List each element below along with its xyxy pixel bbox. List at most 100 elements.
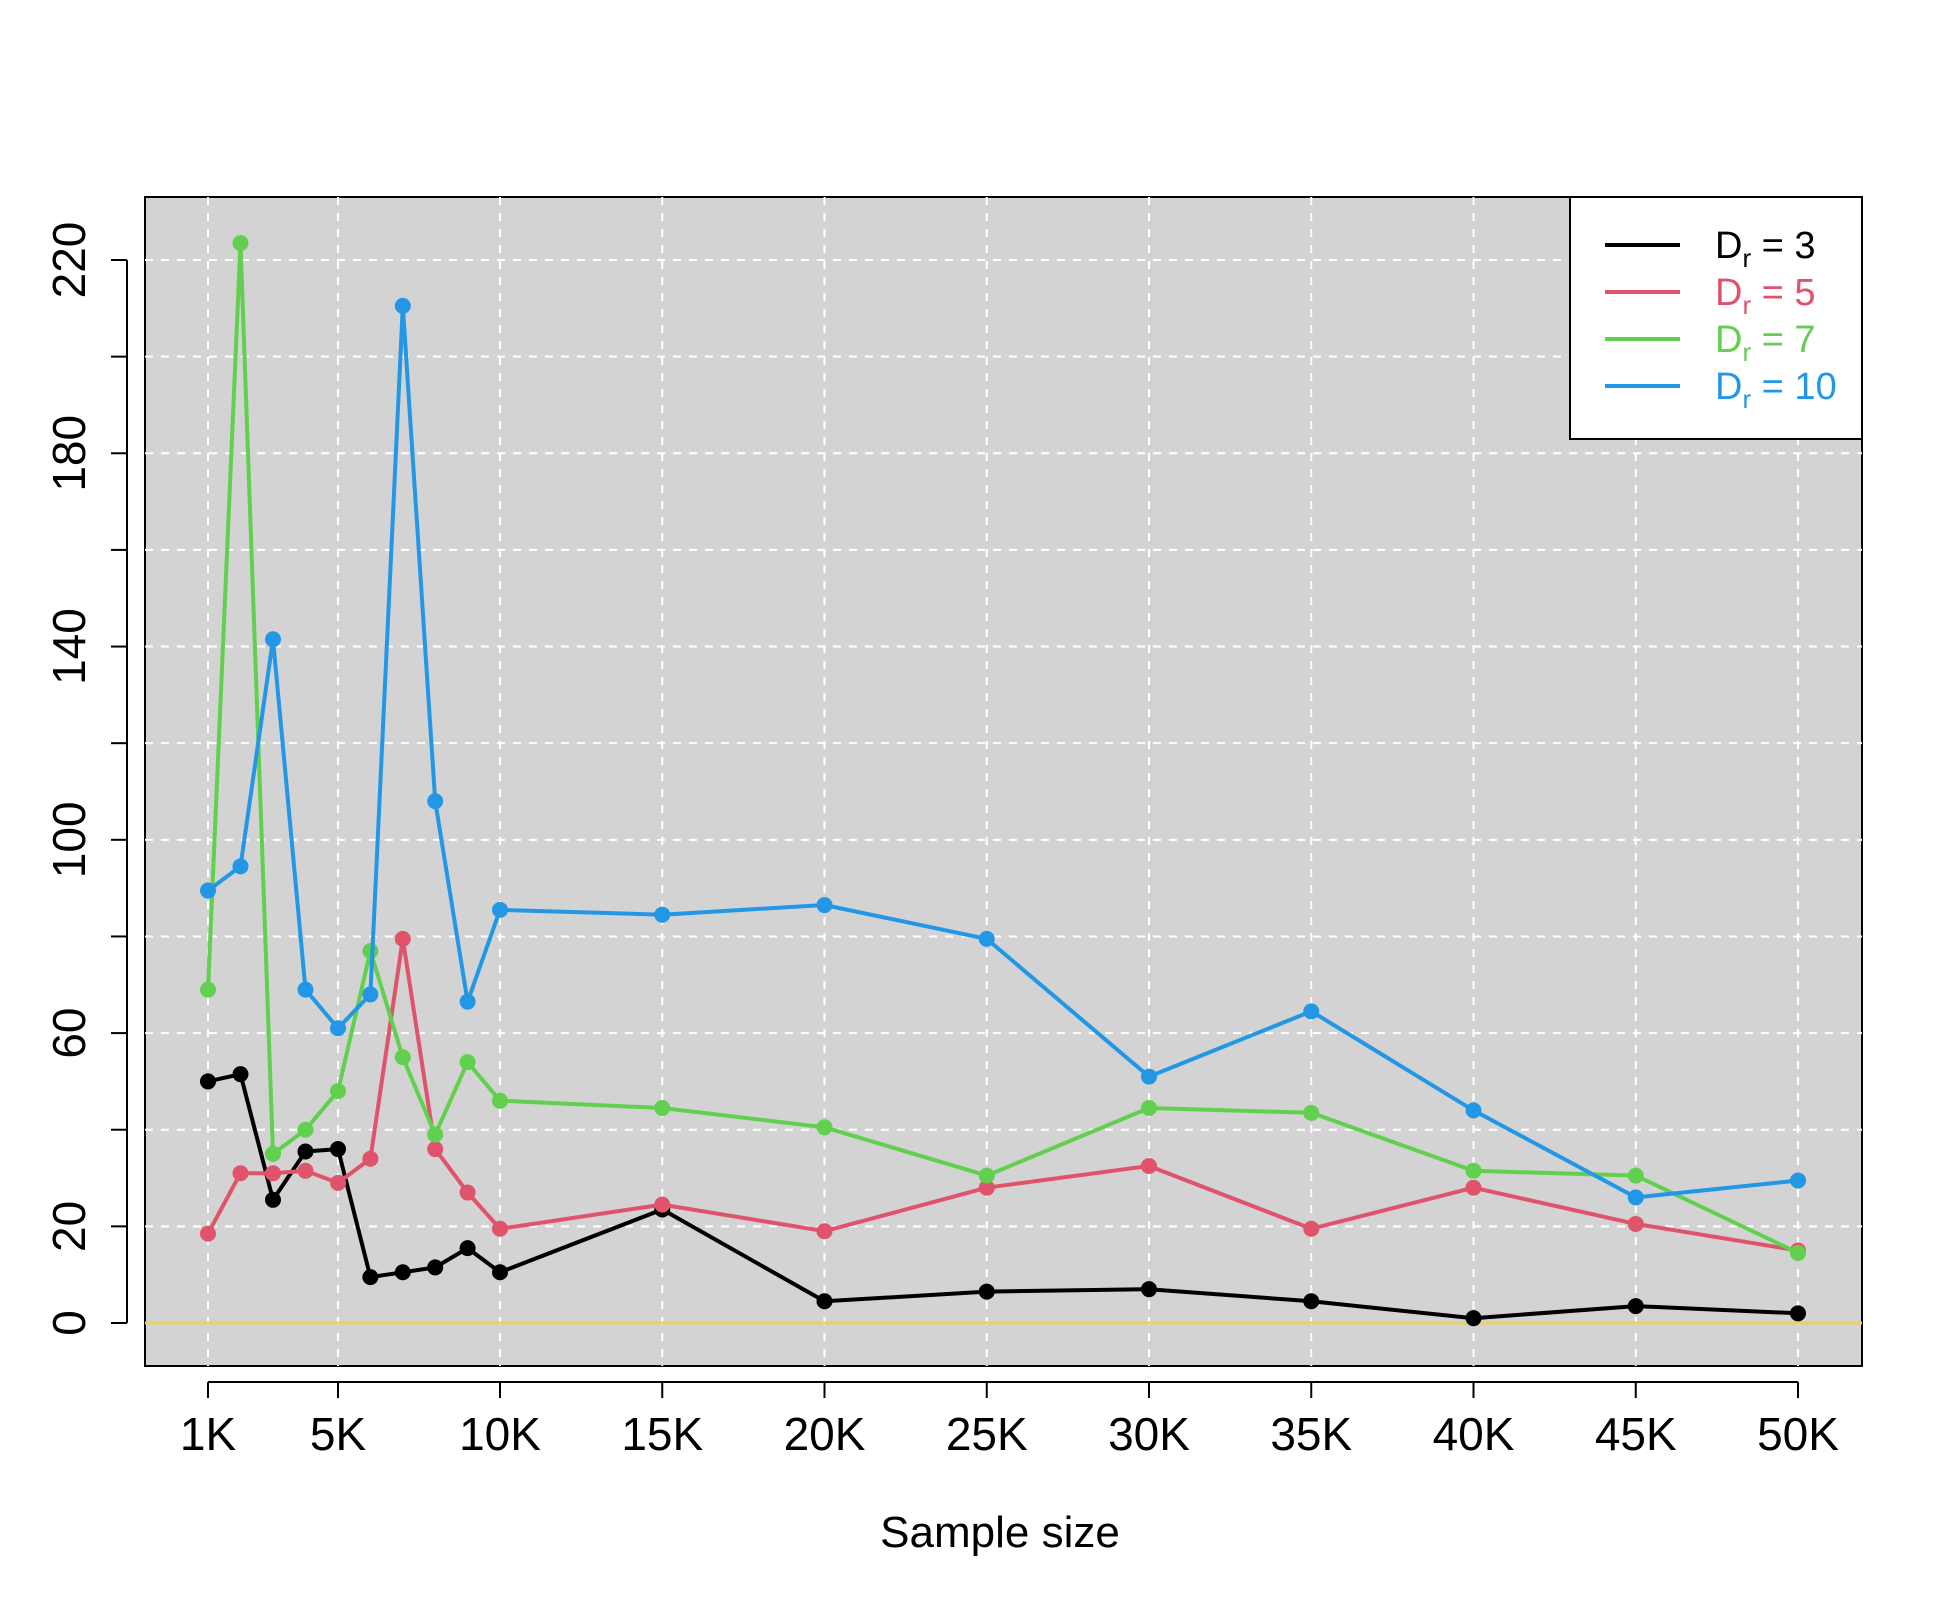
- data-point: [1141, 1157, 1157, 1174]
- data-point: [978, 930, 995, 947]
- data-point: [1303, 1220, 1320, 1237]
- data-point: [265, 1145, 281, 1162]
- data-point: [816, 1223, 833, 1240]
- data-point: [394, 1049, 411, 1066]
- data-point: [362, 1269, 379, 1286]
- data-point: [265, 1165, 281, 1182]
- data-point: [1141, 1281, 1157, 1298]
- legend-label: Dr = 10: [1715, 366, 1837, 414]
- legend-label: Dr = 7: [1715, 319, 1816, 367]
- data-point: [232, 235, 249, 252]
- data-point: [1627, 1298, 1644, 1315]
- y-tick-label: 140: [43, 608, 95, 685]
- data-point: [200, 1225, 216, 1242]
- data-point: [330, 1020, 346, 1037]
- data-point: [1303, 1104, 1320, 1121]
- data-point: [816, 1293, 833, 1310]
- legend-label: Dr = 3: [1715, 225, 1816, 273]
- data-point: [297, 1162, 314, 1179]
- x-tick-label: 30K: [1108, 1408, 1190, 1460]
- data-point: [265, 631, 281, 648]
- x-tick-label: 10K: [459, 1408, 541, 1460]
- y-tick-label: 100: [43, 801, 95, 878]
- x-tick-label: 15K: [621, 1408, 703, 1460]
- data-point: [394, 930, 411, 947]
- data-point: [1141, 1068, 1157, 1085]
- data-point: [394, 1264, 411, 1281]
- y-tick-label: 220: [43, 222, 95, 299]
- legend-box: [1569, 196, 1863, 440]
- data-point: [1790, 1305, 1806, 1322]
- x-tick-label: 5K: [310, 1408, 367, 1460]
- x-tick-label: 20K: [784, 1408, 866, 1460]
- data-point: [492, 901, 508, 918]
- data-point: [978, 1167, 995, 1184]
- data-point: [1465, 1179, 1482, 1196]
- data-point: [459, 993, 476, 1010]
- data-point: [1627, 1189, 1644, 1206]
- data-point: [654, 1099, 671, 1116]
- data-point: [200, 882, 216, 899]
- data-point: [1627, 1215, 1644, 1232]
- data-point: [654, 906, 671, 923]
- data-point: [427, 793, 444, 810]
- x-tick-label: 45K: [1595, 1408, 1677, 1460]
- data-point: [492, 1220, 508, 1237]
- data-point: [394, 297, 411, 314]
- y-tick-label: 20: [43, 1201, 95, 1252]
- series-line: [206, 303, 1799, 1200]
- data-point: [427, 1141, 444, 1158]
- data-point: [1790, 1172, 1806, 1189]
- data-point: [816, 897, 833, 914]
- series-4: [200, 297, 1806, 1206]
- data-point: [330, 1141, 346, 1158]
- data-point: [978, 1179, 995, 1196]
- x-axis-title: Sample size: [880, 1508, 1120, 1557]
- data-point: [297, 1143, 314, 1160]
- data-point: [427, 1126, 444, 1143]
- data-point: [1465, 1102, 1482, 1119]
- data-point: [330, 1174, 346, 1191]
- data-point: [1627, 1167, 1644, 1184]
- x-tick-label: 40K: [1433, 1408, 1515, 1460]
- y-tick-label: 60: [43, 1008, 95, 1059]
- data-point: [1465, 1310, 1482, 1327]
- data-point: [1303, 1003, 1320, 1020]
- series-line: [207, 1072, 1799, 1321]
- data-point: [459, 1054, 476, 1071]
- data-point: [362, 986, 379, 1003]
- series-3: [200, 235, 1806, 1261]
- data-point: [427, 1259, 444, 1276]
- data-point: [1141, 1099, 1157, 1116]
- data-point: [362, 1150, 379, 1167]
- x-tick-label: 25K: [946, 1408, 1028, 1460]
- x-tick-label: 50K: [1757, 1408, 1839, 1460]
- data-point: [330, 1083, 346, 1100]
- data-point: [459, 1240, 476, 1257]
- data-point: [1465, 1162, 1482, 1179]
- y-tick-label: 0: [43, 1310, 95, 1336]
- data-point: [492, 1264, 508, 1281]
- x-tick-label: 1K: [180, 1408, 237, 1460]
- data-point: [1303, 1293, 1320, 1310]
- data-point: [1790, 1244, 1806, 1261]
- data-point: [654, 1196, 671, 1213]
- series-1: [200, 1066, 1806, 1327]
- data-point: [265, 1191, 281, 1208]
- data-point: [297, 981, 314, 998]
- data-point: [816, 1119, 833, 1136]
- data-point: [232, 1165, 249, 1182]
- y-tick-label: 180: [43, 415, 95, 492]
- data-point: [200, 981, 216, 998]
- data-point: [232, 858, 249, 875]
- data-point: [978, 1283, 995, 1300]
- data-point: [492, 1092, 508, 1109]
- x-tick-label: 35K: [1270, 1408, 1352, 1460]
- data-point: [232, 1066, 249, 1083]
- data-point: [459, 1184, 476, 1201]
- data-point: [200, 1073, 216, 1090]
- legend-label: Dr = 5: [1715, 272, 1816, 320]
- data-point: [297, 1121, 314, 1138]
